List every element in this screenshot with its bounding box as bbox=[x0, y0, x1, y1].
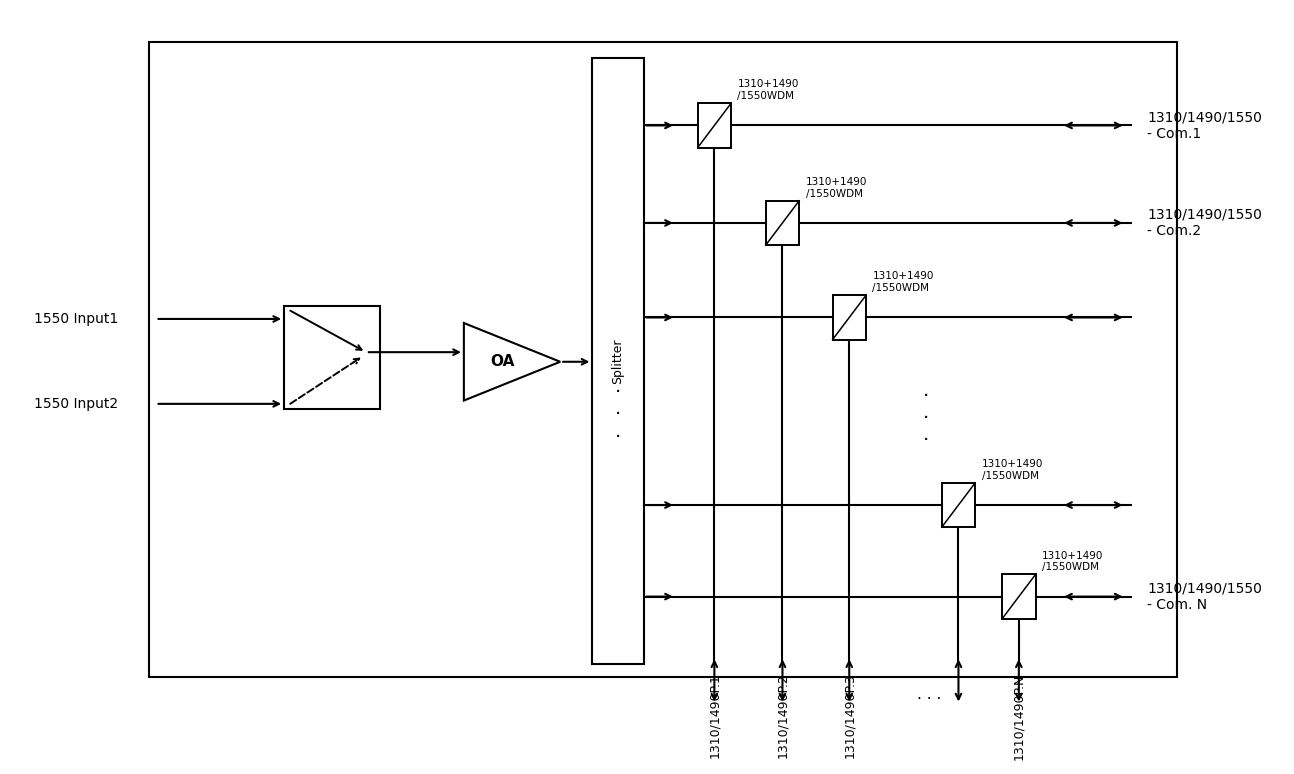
Text: 1550 Input2: 1550 Input2 bbox=[34, 397, 118, 411]
Text: · · ·: · · · bbox=[916, 692, 941, 707]
Text: 1310+1490
/1550WDM: 1310+1490 /1550WDM bbox=[982, 459, 1043, 481]
Text: 1310+1490
/1550WDM: 1310+1490 /1550WDM bbox=[806, 177, 867, 199]
Text: Splitter: Splitter bbox=[612, 338, 625, 384]
Text: 1310/1490P.2: 1310/1490P.2 bbox=[776, 673, 789, 759]
Text: ·: · bbox=[615, 427, 621, 447]
Text: 1550 Input1: 1550 Input1 bbox=[34, 312, 118, 326]
Text: 1310/1490P.3: 1310/1490P.3 bbox=[842, 673, 855, 759]
Text: 1310+1490
/1550WDM: 1310+1490 /1550WDM bbox=[738, 80, 798, 101]
Text: 1310/1490P.1: 1310/1490P.1 bbox=[708, 673, 721, 759]
Polygon shape bbox=[463, 323, 560, 400]
Text: 1310/1490/1550
- Com.2: 1310/1490/1550 - Com.2 bbox=[1148, 208, 1262, 238]
Bar bbox=[942, 483, 976, 527]
Text: 1310/1490P.N: 1310/1490P.N bbox=[1012, 673, 1025, 760]
Bar bbox=[283, 306, 380, 409]
Bar bbox=[766, 200, 800, 245]
Text: 1310+1490
/1550WDM: 1310+1490 /1550WDM bbox=[1042, 550, 1104, 572]
Text: ·: · bbox=[923, 387, 929, 406]
Bar bbox=[149, 42, 1176, 677]
Text: ·: · bbox=[923, 431, 929, 450]
Text: ·: · bbox=[615, 383, 621, 402]
Bar bbox=[593, 58, 643, 664]
Bar bbox=[697, 103, 731, 148]
Bar bbox=[1002, 574, 1035, 618]
Text: 1310+1490
/1550WDM: 1310+1490 /1550WDM bbox=[872, 272, 934, 293]
Bar bbox=[832, 296, 866, 340]
Text: ·: · bbox=[923, 409, 929, 428]
Text: 1310/1490/1550
- Com. N: 1310/1490/1550 - Com. N bbox=[1148, 581, 1262, 611]
Text: 1310/1490/1550
- Com.1: 1310/1490/1550 - Com.1 bbox=[1148, 111, 1262, 141]
Text: OA: OA bbox=[490, 354, 515, 369]
Text: ·: · bbox=[615, 406, 621, 424]
